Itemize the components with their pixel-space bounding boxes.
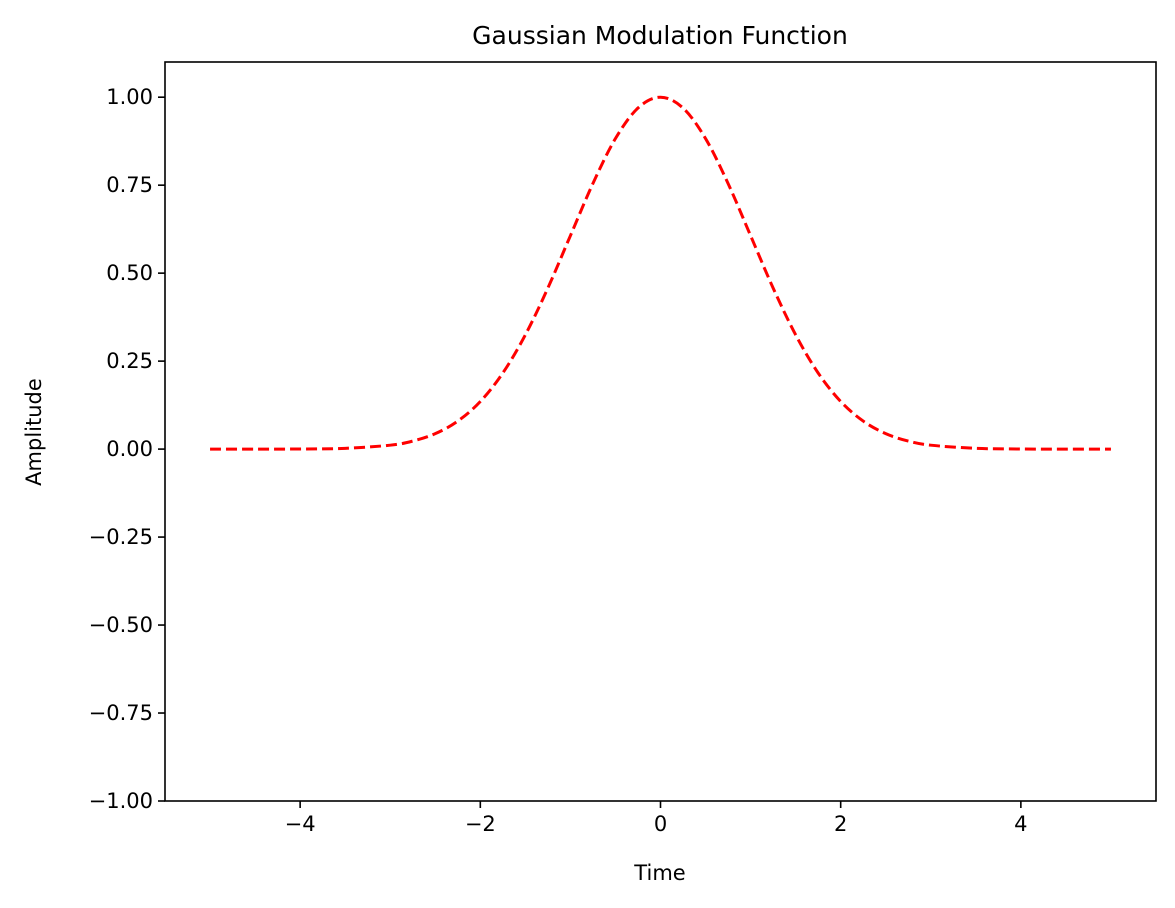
y-tick-label: 0.75 xyxy=(106,173,153,197)
series-line-0 xyxy=(210,95,1111,451)
chart-title: Gaussian Modulation Function xyxy=(472,21,848,50)
y-tick-label: 0.50 xyxy=(106,261,153,285)
x-tick-label: 4 xyxy=(1014,812,1027,836)
plot-frame xyxy=(164,61,1157,802)
y-tick-label: 1.00 xyxy=(106,85,153,109)
y-tick-label: 0.25 xyxy=(106,349,153,373)
y-axis-label: Amplitude xyxy=(22,378,46,486)
x-tick-label: 0 xyxy=(654,812,667,836)
y-tick-label: −0.50 xyxy=(89,613,153,637)
y-tick-label: −0.25 xyxy=(89,525,153,549)
x-axis-ticks: −4 −2 0 2 4 xyxy=(285,801,1028,836)
plot-area xyxy=(210,95,1111,451)
x-axis-label: Time xyxy=(633,861,685,885)
y-tick-label: −1.00 xyxy=(89,789,153,813)
x-tick-label: −2 xyxy=(465,812,496,836)
x-tick-label: −4 xyxy=(285,812,316,836)
x-tick-label: 2 xyxy=(834,812,847,836)
y-axis-ticks: −1.00 −0.75 −0.50 −0.25 0.00 0.25 0.50 0.75 1.00 xyxy=(89,85,165,813)
y-tick-label: 0.00 xyxy=(106,437,153,461)
y-tick-label: −0.75 xyxy=(89,701,153,725)
